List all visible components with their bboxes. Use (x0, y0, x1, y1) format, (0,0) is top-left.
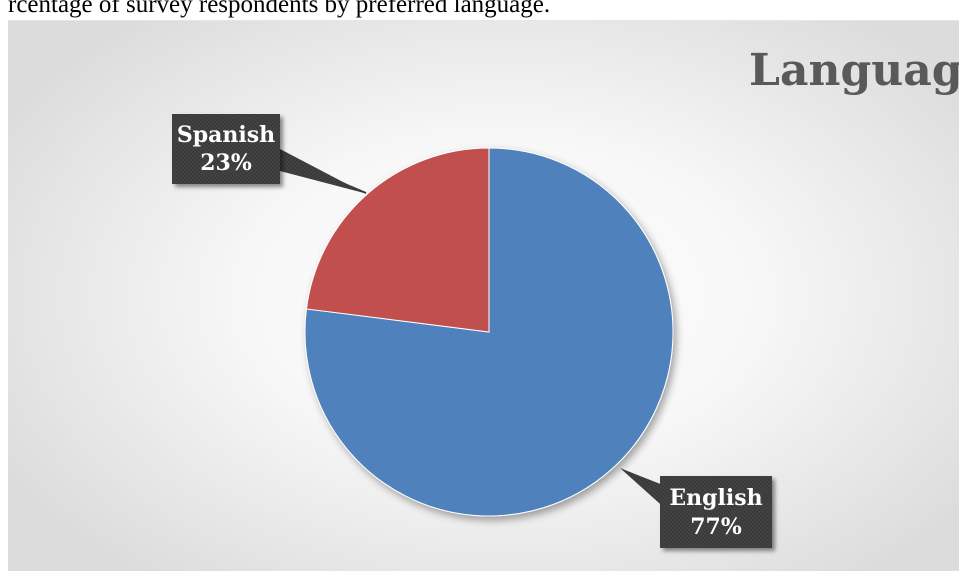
pie-chart: Language Spanish 23% English 77% (172, 45, 959, 548)
callout-box-english (660, 476, 772, 548)
pie-slice-english (304, 147, 674, 517)
pie-slices (304, 147, 674, 517)
figure-caption: rcentage of survey respondents by prefer… (8, 0, 551, 18)
callout-value-spanish: 23% (200, 150, 252, 176)
callout-pointer-spanish (280, 149, 364, 193)
pie-slice-spanish (305, 147, 490, 333)
chart-area: Language Spanish 23% English 77% (8, 20, 959, 571)
callout-label-english: English (669, 485, 762, 511)
callout-box-spanish (172, 114, 280, 184)
callout-pointer-english (620, 468, 668, 511)
callout-value-english: 77% (690, 514, 742, 540)
callout-label-spanish: Spanish (177, 122, 275, 148)
chart-title: Language (749, 45, 959, 96)
